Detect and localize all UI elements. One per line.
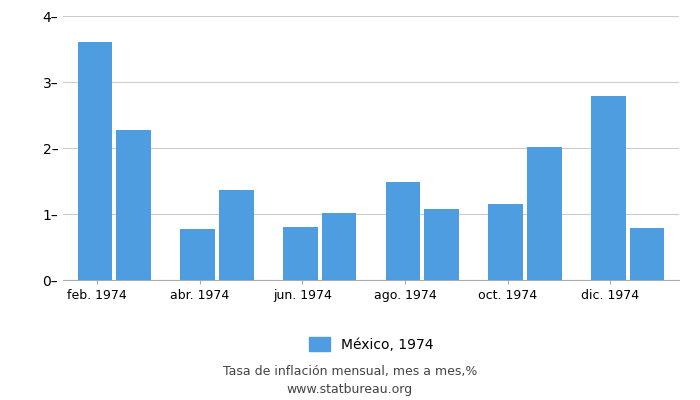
Bar — [180, 228, 215, 280]
Text: Tasa de inflación mensual, mes a mes,%: Tasa de inflación mensual, mes a mes,% — [223, 366, 477, 378]
Bar — [488, 204, 523, 280]
Bar — [219, 190, 254, 280]
Bar — [527, 147, 562, 280]
Bar — [591, 96, 626, 280]
Bar — [78, 42, 113, 280]
Bar — [424, 209, 459, 280]
Bar — [386, 182, 421, 280]
Legend: México, 1974: México, 1974 — [303, 332, 439, 358]
Bar — [283, 227, 318, 280]
Bar — [321, 213, 356, 280]
Text: www.statbureau.org: www.statbureau.org — [287, 384, 413, 396]
Bar — [116, 130, 151, 280]
Bar — [629, 228, 664, 280]
